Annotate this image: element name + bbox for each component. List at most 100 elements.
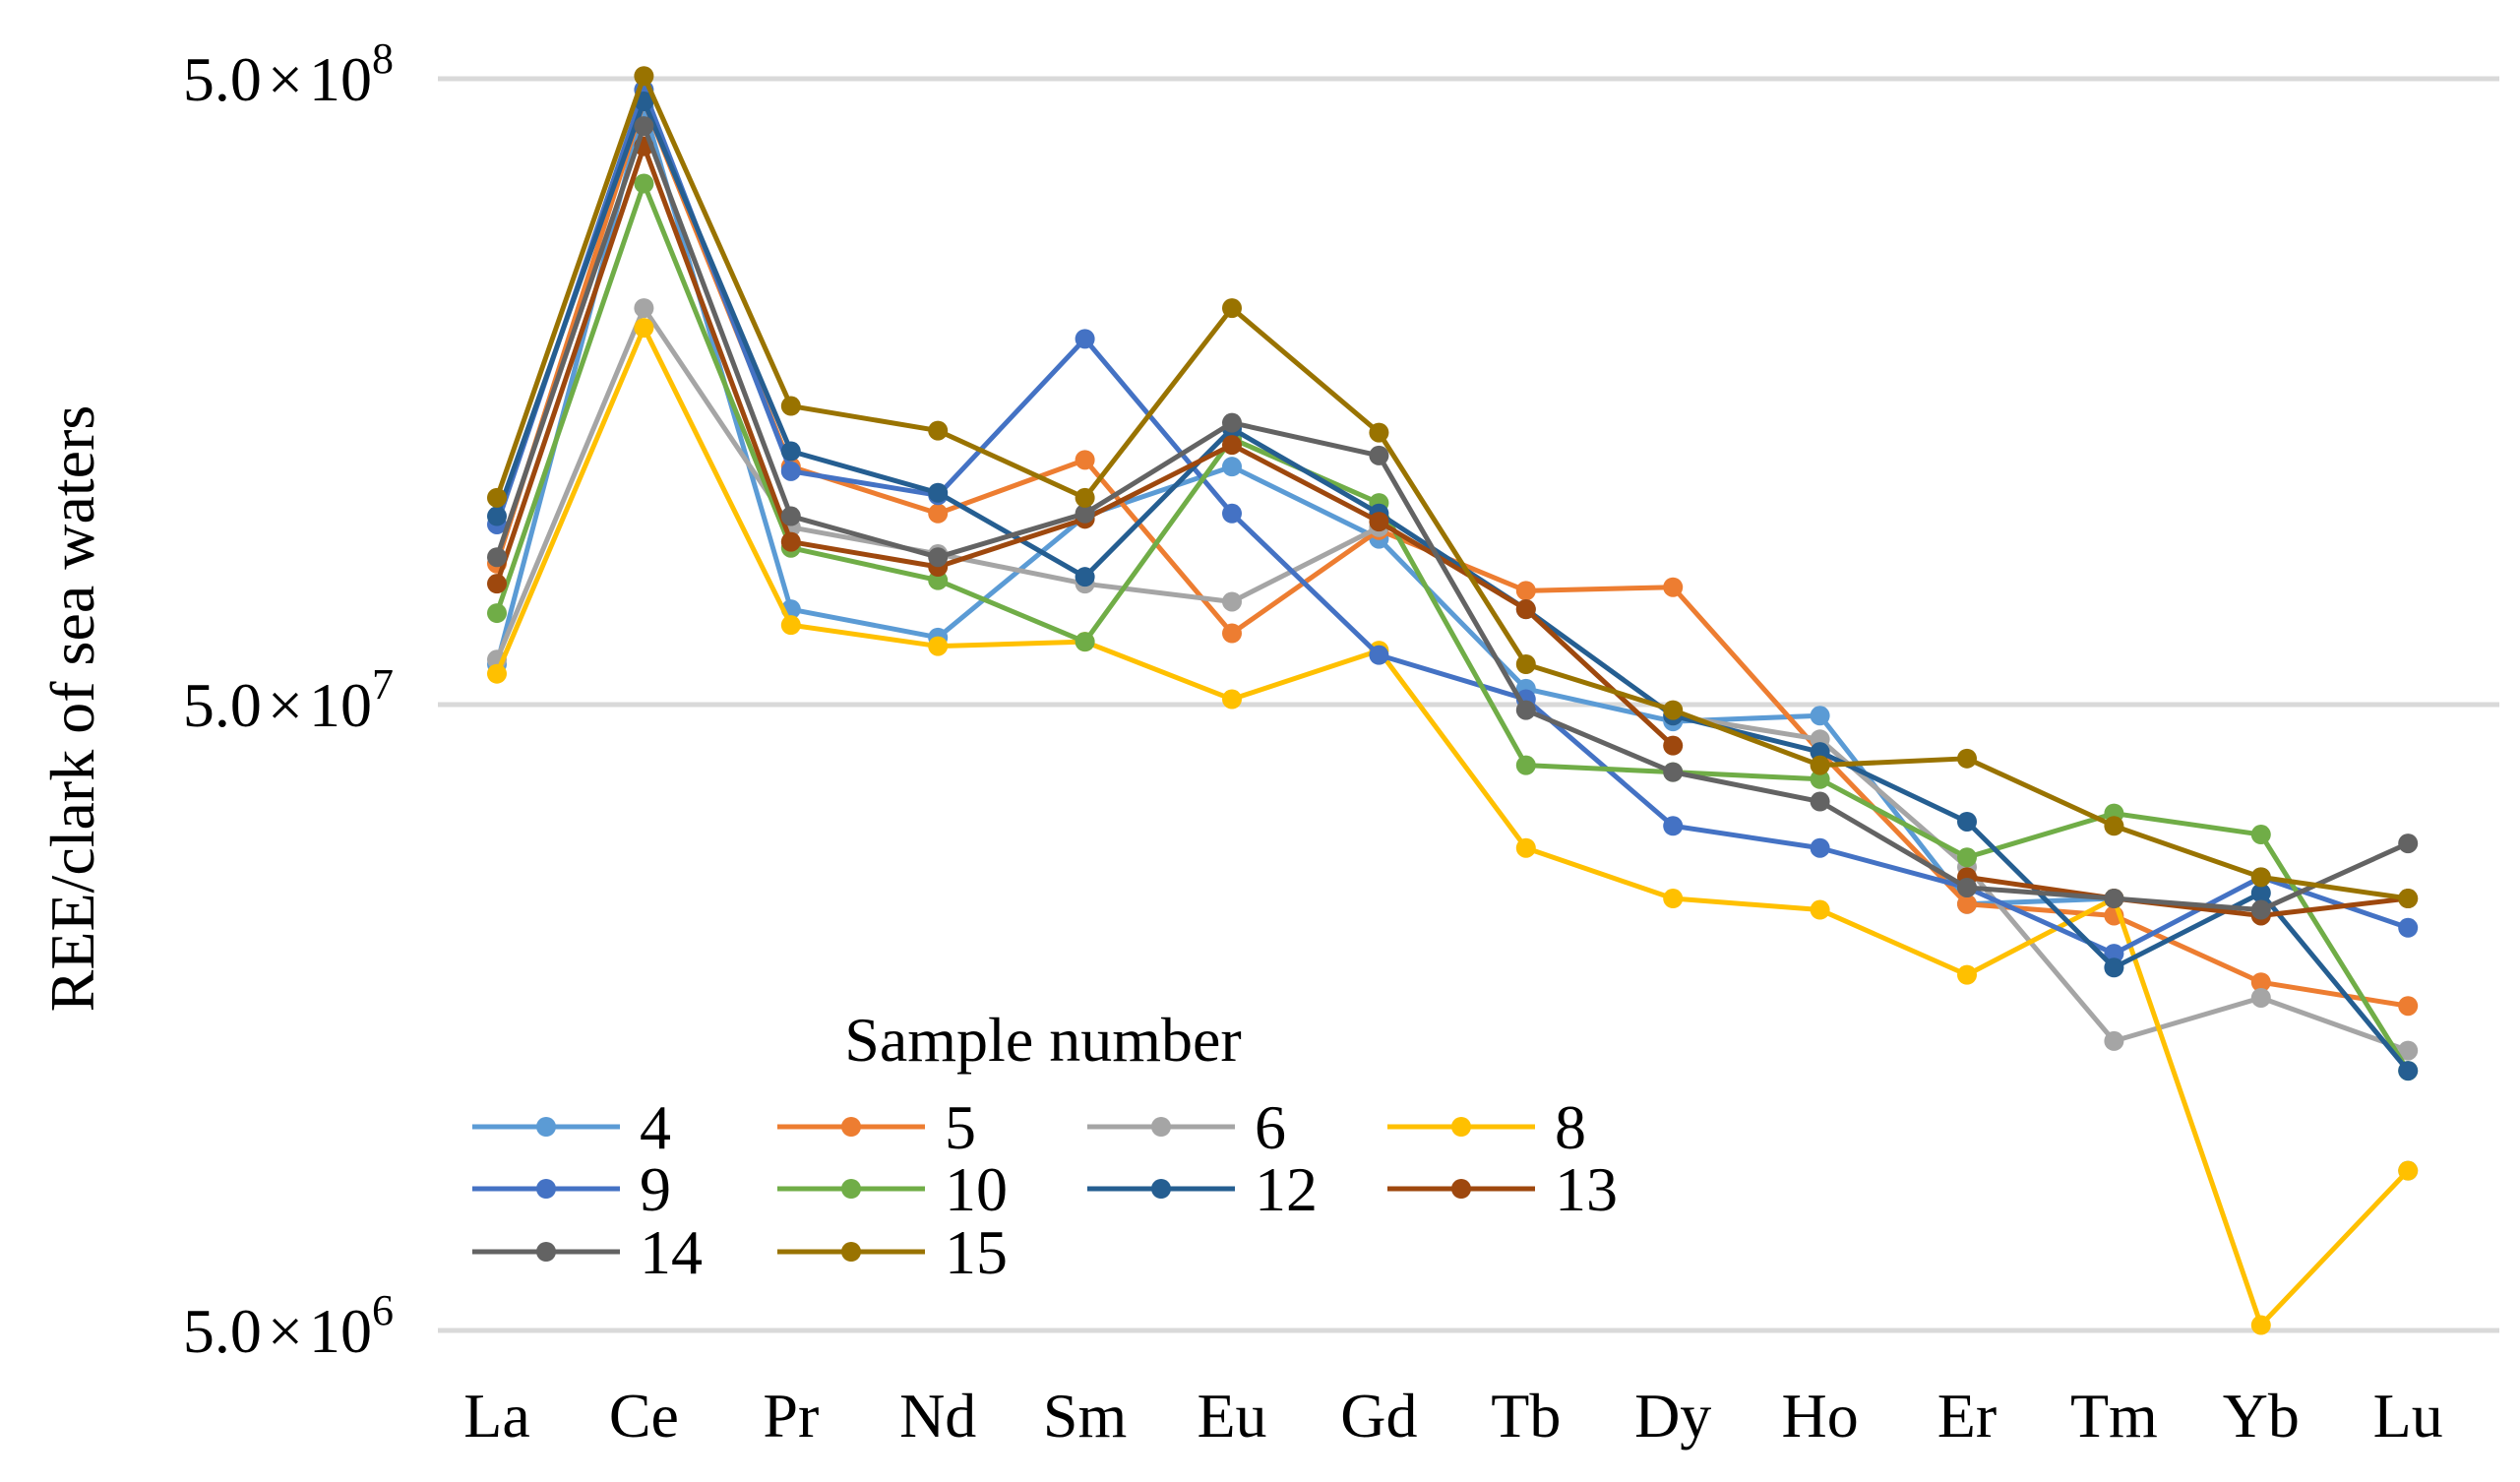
- x-tick-label: Dy: [1634, 1381, 1711, 1451]
- data-point: [1663, 700, 1684, 720]
- data-point: [928, 503, 949, 524]
- legend-swatch-marker: [536, 1117, 556, 1137]
- y-tick-label: 5.0×106: [183, 1286, 394, 1366]
- y-axis-label: REE/clark of sea waters: [37, 405, 107, 1013]
- data-point: [1515, 581, 1536, 601]
- data-point: [1075, 487, 1095, 508]
- y-tick-times: ×: [268, 1296, 303, 1366]
- legend-label: 14: [640, 1217, 703, 1287]
- legend: Sample number 4 5 6 8 9 10 12 13 14 15: [472, 1005, 1618, 1287]
- data-point: [1222, 591, 1242, 612]
- y-tick-base: 10: [309, 44, 372, 114]
- series-8: [487, 318, 2419, 1335]
- legend-swatch-marker: [536, 1179, 556, 1199]
- data-point: [1957, 847, 1977, 868]
- x-tick-label: Yb: [2223, 1381, 2300, 1451]
- y-tick-mantissa: 5.0: [183, 1296, 262, 1366]
- legend-entry: 8: [1387, 1092, 1586, 1162]
- data-point: [487, 547, 507, 568]
- data-point: [2398, 917, 2419, 938]
- data-point: [487, 603, 507, 624]
- data-point: [2104, 816, 2124, 836]
- data-point: [1222, 412, 1242, 433]
- data-point: [2398, 889, 2419, 909]
- data-point: [780, 441, 801, 462]
- data-point: [1075, 567, 1095, 587]
- data-point: [1515, 654, 1536, 675]
- data-point: [1515, 599, 1536, 620]
- legend-swatch-marker: [536, 1242, 556, 1262]
- legend-entry: 14: [472, 1217, 703, 1287]
- x-tick-label: Eu: [1197, 1381, 1266, 1451]
- legend-label: 15: [945, 1217, 1008, 1287]
- series-layer: [487, 66, 2419, 1335]
- data-point: [1369, 445, 1389, 465]
- legend-entry: 12: [1087, 1154, 1318, 1224]
- series-13: [487, 136, 2419, 926]
- data-point: [1075, 450, 1095, 470]
- data-point: [2250, 883, 2271, 903]
- y-tick-label: 5.0×108: [183, 34, 394, 114]
- series-line: [1672, 712, 2410, 1053]
- legend-label: 10: [945, 1154, 1008, 1224]
- data-point: [2104, 1030, 2124, 1051]
- data-point: [487, 663, 507, 684]
- x-tick-label: Tm: [2070, 1381, 2158, 1451]
- data-point: [1810, 755, 1830, 775]
- data-point: [2398, 1160, 2419, 1181]
- data-point: [1810, 769, 1830, 789]
- data-point: [2398, 1040, 2419, 1061]
- data-point: [1222, 623, 1242, 644]
- x-tick-label: Ho: [1781, 1381, 1858, 1451]
- y-tick-base: 10: [309, 1296, 372, 1366]
- data-point: [1075, 329, 1095, 349]
- series-line: [494, 325, 2411, 1328]
- data-point: [1957, 748, 1977, 769]
- data-point: [1957, 877, 1977, 897]
- x-tick-label: Gd: [1340, 1381, 1417, 1451]
- data-point: [1222, 457, 1242, 477]
- legend-entry: 6: [1087, 1092, 1286, 1162]
- data-point: [1810, 706, 1830, 726]
- data-point: [1222, 503, 1242, 524]
- data-point: [2398, 834, 2419, 854]
- data-point: [634, 298, 654, 319]
- y-tick-exp: 7: [372, 660, 394, 709]
- data-point: [1075, 503, 1095, 524]
- y-tick-exp: 8: [372, 34, 394, 83]
- y-tick-exp: 6: [372, 1286, 394, 1334]
- data-point: [928, 420, 949, 441]
- data-point: [1810, 837, 1830, 858]
- data-point: [634, 116, 654, 137]
- data-point: [1957, 964, 1977, 985]
- legend-entry: 10: [777, 1154, 1008, 1224]
- data-point: [2398, 996, 2419, 1017]
- legend-entry: 5: [777, 1092, 976, 1162]
- x-tick-label: Er: [1937, 1381, 1997, 1451]
- legend-entry: 13: [1387, 1154, 1618, 1224]
- data-point: [487, 574, 507, 594]
- data-point: [928, 482, 949, 503]
- data-point: [1663, 735, 1684, 756]
- data-point: [2250, 899, 2271, 920]
- data-point: [634, 66, 654, 87]
- data-point: [1515, 837, 1536, 858]
- x-tick-label: Tb: [1491, 1381, 1561, 1451]
- data-point: [1663, 577, 1684, 597]
- data-point: [780, 531, 801, 552]
- x-tick-label: Lu: [2373, 1381, 2443, 1451]
- data-point: [487, 487, 507, 508]
- y-tick-label: 5.0×107: [183, 660, 394, 740]
- y-tick-base: 10: [309, 670, 372, 740]
- data-point: [780, 396, 801, 416]
- legend-label: 9: [640, 1154, 671, 1224]
- legend-label: 13: [1555, 1154, 1618, 1224]
- data-point: [2398, 1061, 2419, 1081]
- data-point: [487, 506, 507, 526]
- data-point: [634, 318, 654, 339]
- legend-swatch-marker: [841, 1242, 861, 1262]
- data-point: [1810, 899, 1830, 920]
- legend-label: 6: [1255, 1092, 1286, 1162]
